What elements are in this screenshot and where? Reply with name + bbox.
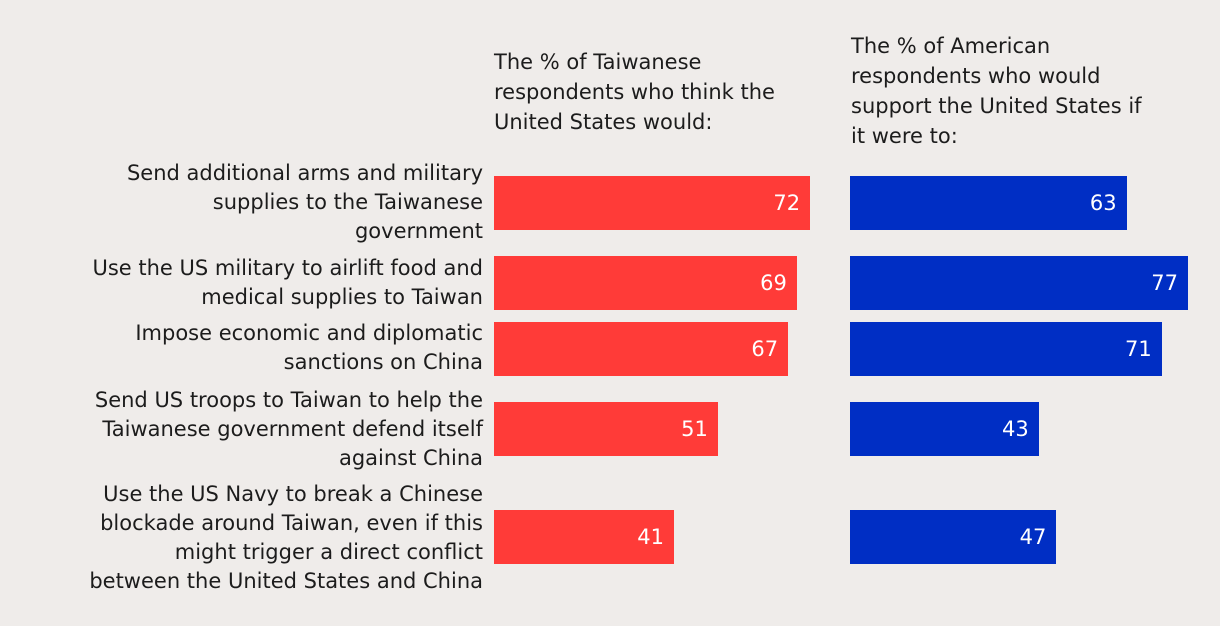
bar-value-label: 47 xyxy=(1019,525,1047,549)
taiwan-bar: 67 xyxy=(494,322,789,376)
row-label: Send US troops to Taiwan to help the Tai… xyxy=(94,388,483,470)
us-bar: 63 xyxy=(850,176,1127,230)
taiwan-bar: 41 xyxy=(494,510,674,564)
us-bar: 47 xyxy=(850,510,1057,564)
us-bar: 71 xyxy=(850,322,1162,376)
bar-value-label: 63 xyxy=(1089,191,1117,215)
bar-value-label: 71 xyxy=(1124,337,1152,361)
bar-value-label: 77 xyxy=(1151,271,1179,295)
row-label: Send additional arms and military suppli… xyxy=(126,161,483,243)
row-label: Use the US Navy to break a Chinese block… xyxy=(89,482,483,593)
taiwan-bar: 69 xyxy=(494,256,797,310)
bar-value-label: 41 xyxy=(637,525,664,549)
taiwan-bar: 51 xyxy=(494,402,718,456)
taiwan-bar: 72 xyxy=(494,176,811,230)
bar-value-label: 69 xyxy=(760,271,787,295)
us-panel-header: The % of American respondents who would … xyxy=(851,34,1142,148)
taiwan-panel-header: The % of Taiwanese respondents who think… xyxy=(494,50,775,134)
bar-value-label: 43 xyxy=(1002,417,1029,441)
us-bar: 77 xyxy=(850,256,1189,310)
bar-value-label: 67 xyxy=(751,337,779,361)
row-label: Impose economic and diplomatic sanctions… xyxy=(135,321,483,374)
us-bar: 43 xyxy=(850,402,1039,456)
row-label: Use the US military to airlift food and … xyxy=(92,256,483,309)
bar-value-label: 51 xyxy=(681,417,708,441)
bar-value-label: 72 xyxy=(773,191,801,215)
